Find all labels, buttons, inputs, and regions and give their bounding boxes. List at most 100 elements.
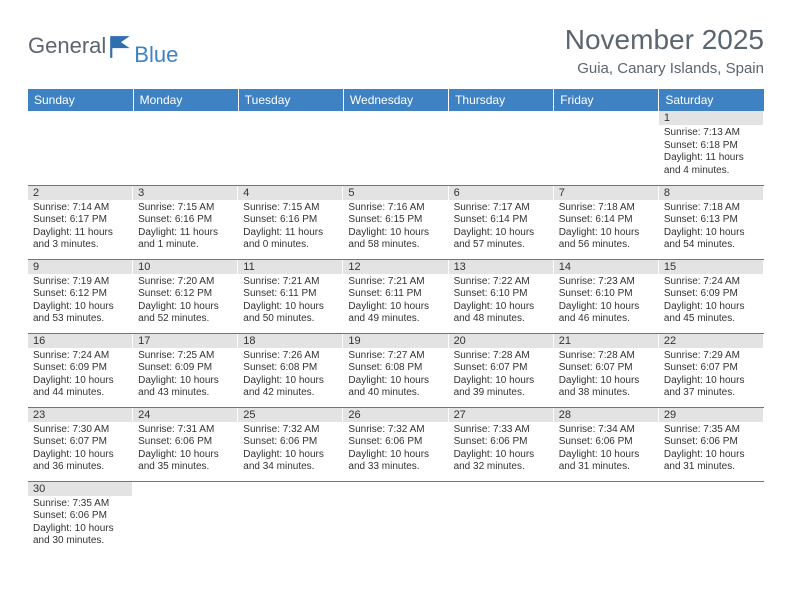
sunrise-text: Sunrise: 7:28 AM xyxy=(454,350,549,363)
sunset-text: Sunset: 6:10 PM xyxy=(454,288,549,301)
day-header: Tuesday xyxy=(238,89,343,111)
calendar-cell: 25Sunrise: 7:32 AMSunset: 6:06 PMDayligh… xyxy=(238,407,343,481)
calendar-cell: 23Sunrise: 7:30 AMSunset: 6:07 PMDayligh… xyxy=(28,407,133,481)
calendar-week: 30Sunrise: 7:35 AMSunset: 6:06 PMDayligh… xyxy=(28,481,764,555)
day-number: 30 xyxy=(28,482,133,496)
calendar-cell: 6Sunrise: 7:17 AMSunset: 6:14 PMDaylight… xyxy=(449,185,554,259)
sunset-text: Sunset: 6:07 PM xyxy=(559,362,654,375)
day-number: 28 xyxy=(554,408,659,422)
day-header: Thursday xyxy=(449,89,554,111)
sunrise-text: Sunrise: 7:18 AM xyxy=(559,202,654,215)
day-details: Sunrise: 7:21 AMSunset: 6:11 PMDaylight:… xyxy=(238,274,343,329)
day-details: Sunrise: 7:33 AMSunset: 6:06 PMDaylight:… xyxy=(449,422,554,477)
day-details: Sunrise: 7:23 AMSunset: 6:10 PMDaylight:… xyxy=(554,274,659,329)
sunset-text: Sunset: 6:06 PM xyxy=(559,436,654,449)
day-number: 23 xyxy=(28,408,133,422)
calendar-week: 2Sunrise: 7:14 AMSunset: 6:17 PMDaylight… xyxy=(28,185,764,259)
day-number-bar xyxy=(133,482,238,496)
calendar-cell xyxy=(28,111,133,185)
day-number: 21 xyxy=(554,334,659,348)
sunrise-text: Sunrise: 7:24 AM xyxy=(33,350,128,363)
day-number: 10 xyxy=(133,260,238,274)
day-number: 18 xyxy=(238,334,343,348)
sunrise-text: Sunrise: 7:27 AM xyxy=(348,350,443,363)
day-details: Sunrise: 7:17 AMSunset: 6:14 PMDaylight:… xyxy=(449,200,554,255)
day-header: Sunday xyxy=(28,89,133,111)
sunset-text: Sunset: 6:18 PM xyxy=(664,140,759,153)
day-number-bar xyxy=(343,111,448,125)
calendar-cell: 20Sunrise: 7:28 AMSunset: 6:07 PMDayligh… xyxy=(449,333,554,407)
sunrise-text: Sunrise: 7:13 AM xyxy=(664,127,759,140)
day-number: 26 xyxy=(343,408,448,422)
flag-icon xyxy=(108,34,134,60)
sunrise-text: Sunrise: 7:30 AM xyxy=(33,424,128,437)
calendar-cell xyxy=(659,481,764,555)
day-details: Sunrise: 7:14 AMSunset: 6:17 PMDaylight:… xyxy=(28,200,133,255)
sunrise-text: Sunrise: 7:28 AM xyxy=(559,350,654,363)
calendar-cell: 11Sunrise: 7:21 AMSunset: 6:11 PMDayligh… xyxy=(238,259,343,333)
calendar-cell: 2Sunrise: 7:14 AMSunset: 6:17 PMDaylight… xyxy=(28,185,133,259)
title-block: November 2025 Guia, Canary Islands, Spai… xyxy=(565,24,764,77)
sunset-text: Sunset: 6:10 PM xyxy=(559,288,654,301)
calendar-cell: 29Sunrise: 7:35 AMSunset: 6:06 PMDayligh… xyxy=(659,407,764,481)
sunset-text: Sunset: 6:07 PM xyxy=(664,362,759,375)
calendar-cell xyxy=(343,111,448,185)
day-number: 15 xyxy=(659,260,764,274)
calendar-cell: 19Sunrise: 7:27 AMSunset: 6:08 PMDayligh… xyxy=(343,333,448,407)
daylight-text: Daylight: 10 hours and 53 minutes. xyxy=(33,301,128,326)
sunrise-text: Sunrise: 7:24 AM xyxy=(664,276,759,289)
header: General Blue November 2025 Guia, Canary … xyxy=(28,24,764,77)
sunrise-text: Sunrise: 7:25 AM xyxy=(138,350,233,363)
daylight-text: Daylight: 10 hours and 48 minutes. xyxy=(454,301,549,326)
calendar-cell: 14Sunrise: 7:23 AMSunset: 6:10 PMDayligh… xyxy=(554,259,659,333)
daylight-text: Daylight: 10 hours and 39 minutes. xyxy=(454,375,549,400)
sunset-text: Sunset: 6:08 PM xyxy=(243,362,338,375)
calendar-cell: 12Sunrise: 7:21 AMSunset: 6:11 PMDayligh… xyxy=(343,259,448,333)
day-details: Sunrise: 7:22 AMSunset: 6:10 PMDaylight:… xyxy=(449,274,554,329)
daylight-text: Daylight: 10 hours and 52 minutes. xyxy=(138,301,233,326)
daylight-text: Daylight: 10 hours and 58 minutes. xyxy=(348,227,443,252)
daylight-text: Daylight: 11 hours and 1 minute. xyxy=(138,227,233,252)
day-number: 4 xyxy=(238,186,343,200)
calendar-cell: 28Sunrise: 7:34 AMSunset: 6:06 PMDayligh… xyxy=(554,407,659,481)
calendar-cell: 5Sunrise: 7:16 AMSunset: 6:15 PMDaylight… xyxy=(343,185,448,259)
daylight-text: Daylight: 11 hours and 4 minutes. xyxy=(664,152,759,177)
day-details: Sunrise: 7:35 AMSunset: 6:06 PMDaylight:… xyxy=(28,496,133,551)
daylight-text: Daylight: 10 hours and 38 minutes. xyxy=(559,375,654,400)
day-number: 16 xyxy=(28,334,133,348)
day-details: Sunrise: 7:26 AMSunset: 6:08 PMDaylight:… xyxy=(238,348,343,403)
sunset-text: Sunset: 6:11 PM xyxy=(243,288,338,301)
calendar-cell xyxy=(449,481,554,555)
day-number-bar xyxy=(238,111,343,125)
day-number-bar xyxy=(28,111,133,125)
sunrise-text: Sunrise: 7:32 AM xyxy=(348,424,443,437)
day-details: Sunrise: 7:24 AMSunset: 6:09 PMDaylight:… xyxy=(659,274,764,329)
logo-text-general: General xyxy=(28,33,106,59)
calendar-cell: 16Sunrise: 7:24 AMSunset: 6:09 PMDayligh… xyxy=(28,333,133,407)
day-number: 11 xyxy=(238,260,343,274)
sunset-text: Sunset: 6:09 PM xyxy=(664,288,759,301)
daylight-text: Daylight: 10 hours and 32 minutes. xyxy=(454,449,549,474)
day-header: Friday xyxy=(554,89,659,111)
sunset-text: Sunset: 6:06 PM xyxy=(243,436,338,449)
sunset-text: Sunset: 6:09 PM xyxy=(138,362,233,375)
day-details: Sunrise: 7:24 AMSunset: 6:09 PMDaylight:… xyxy=(28,348,133,403)
day-details: Sunrise: 7:34 AMSunset: 6:06 PMDaylight:… xyxy=(554,422,659,477)
daylight-text: Daylight: 10 hours and 44 minutes. xyxy=(33,375,128,400)
calendar-cell xyxy=(133,111,238,185)
daylight-text: Daylight: 10 hours and 50 minutes. xyxy=(243,301,338,326)
daylight-text: Daylight: 10 hours and 49 minutes. xyxy=(348,301,443,326)
day-number: 25 xyxy=(238,408,343,422)
calendar-cell: 1Sunrise: 7:13 AMSunset: 6:18 PMDaylight… xyxy=(659,111,764,185)
sunset-text: Sunset: 6:08 PM xyxy=(348,362,443,375)
day-details: Sunrise: 7:16 AMSunset: 6:15 PMDaylight:… xyxy=(343,200,448,255)
day-details: Sunrise: 7:32 AMSunset: 6:06 PMDaylight:… xyxy=(238,422,343,477)
sunset-text: Sunset: 6:06 PM xyxy=(348,436,443,449)
daylight-text: Daylight: 11 hours and 0 minutes. xyxy=(243,227,338,252)
sunrise-text: Sunrise: 7:33 AM xyxy=(454,424,549,437)
sunrise-text: Sunrise: 7:26 AM xyxy=(243,350,338,363)
calendar-cell xyxy=(343,481,448,555)
day-details: Sunrise: 7:21 AMSunset: 6:11 PMDaylight:… xyxy=(343,274,448,329)
day-number: 24 xyxy=(133,408,238,422)
day-number: 17 xyxy=(133,334,238,348)
